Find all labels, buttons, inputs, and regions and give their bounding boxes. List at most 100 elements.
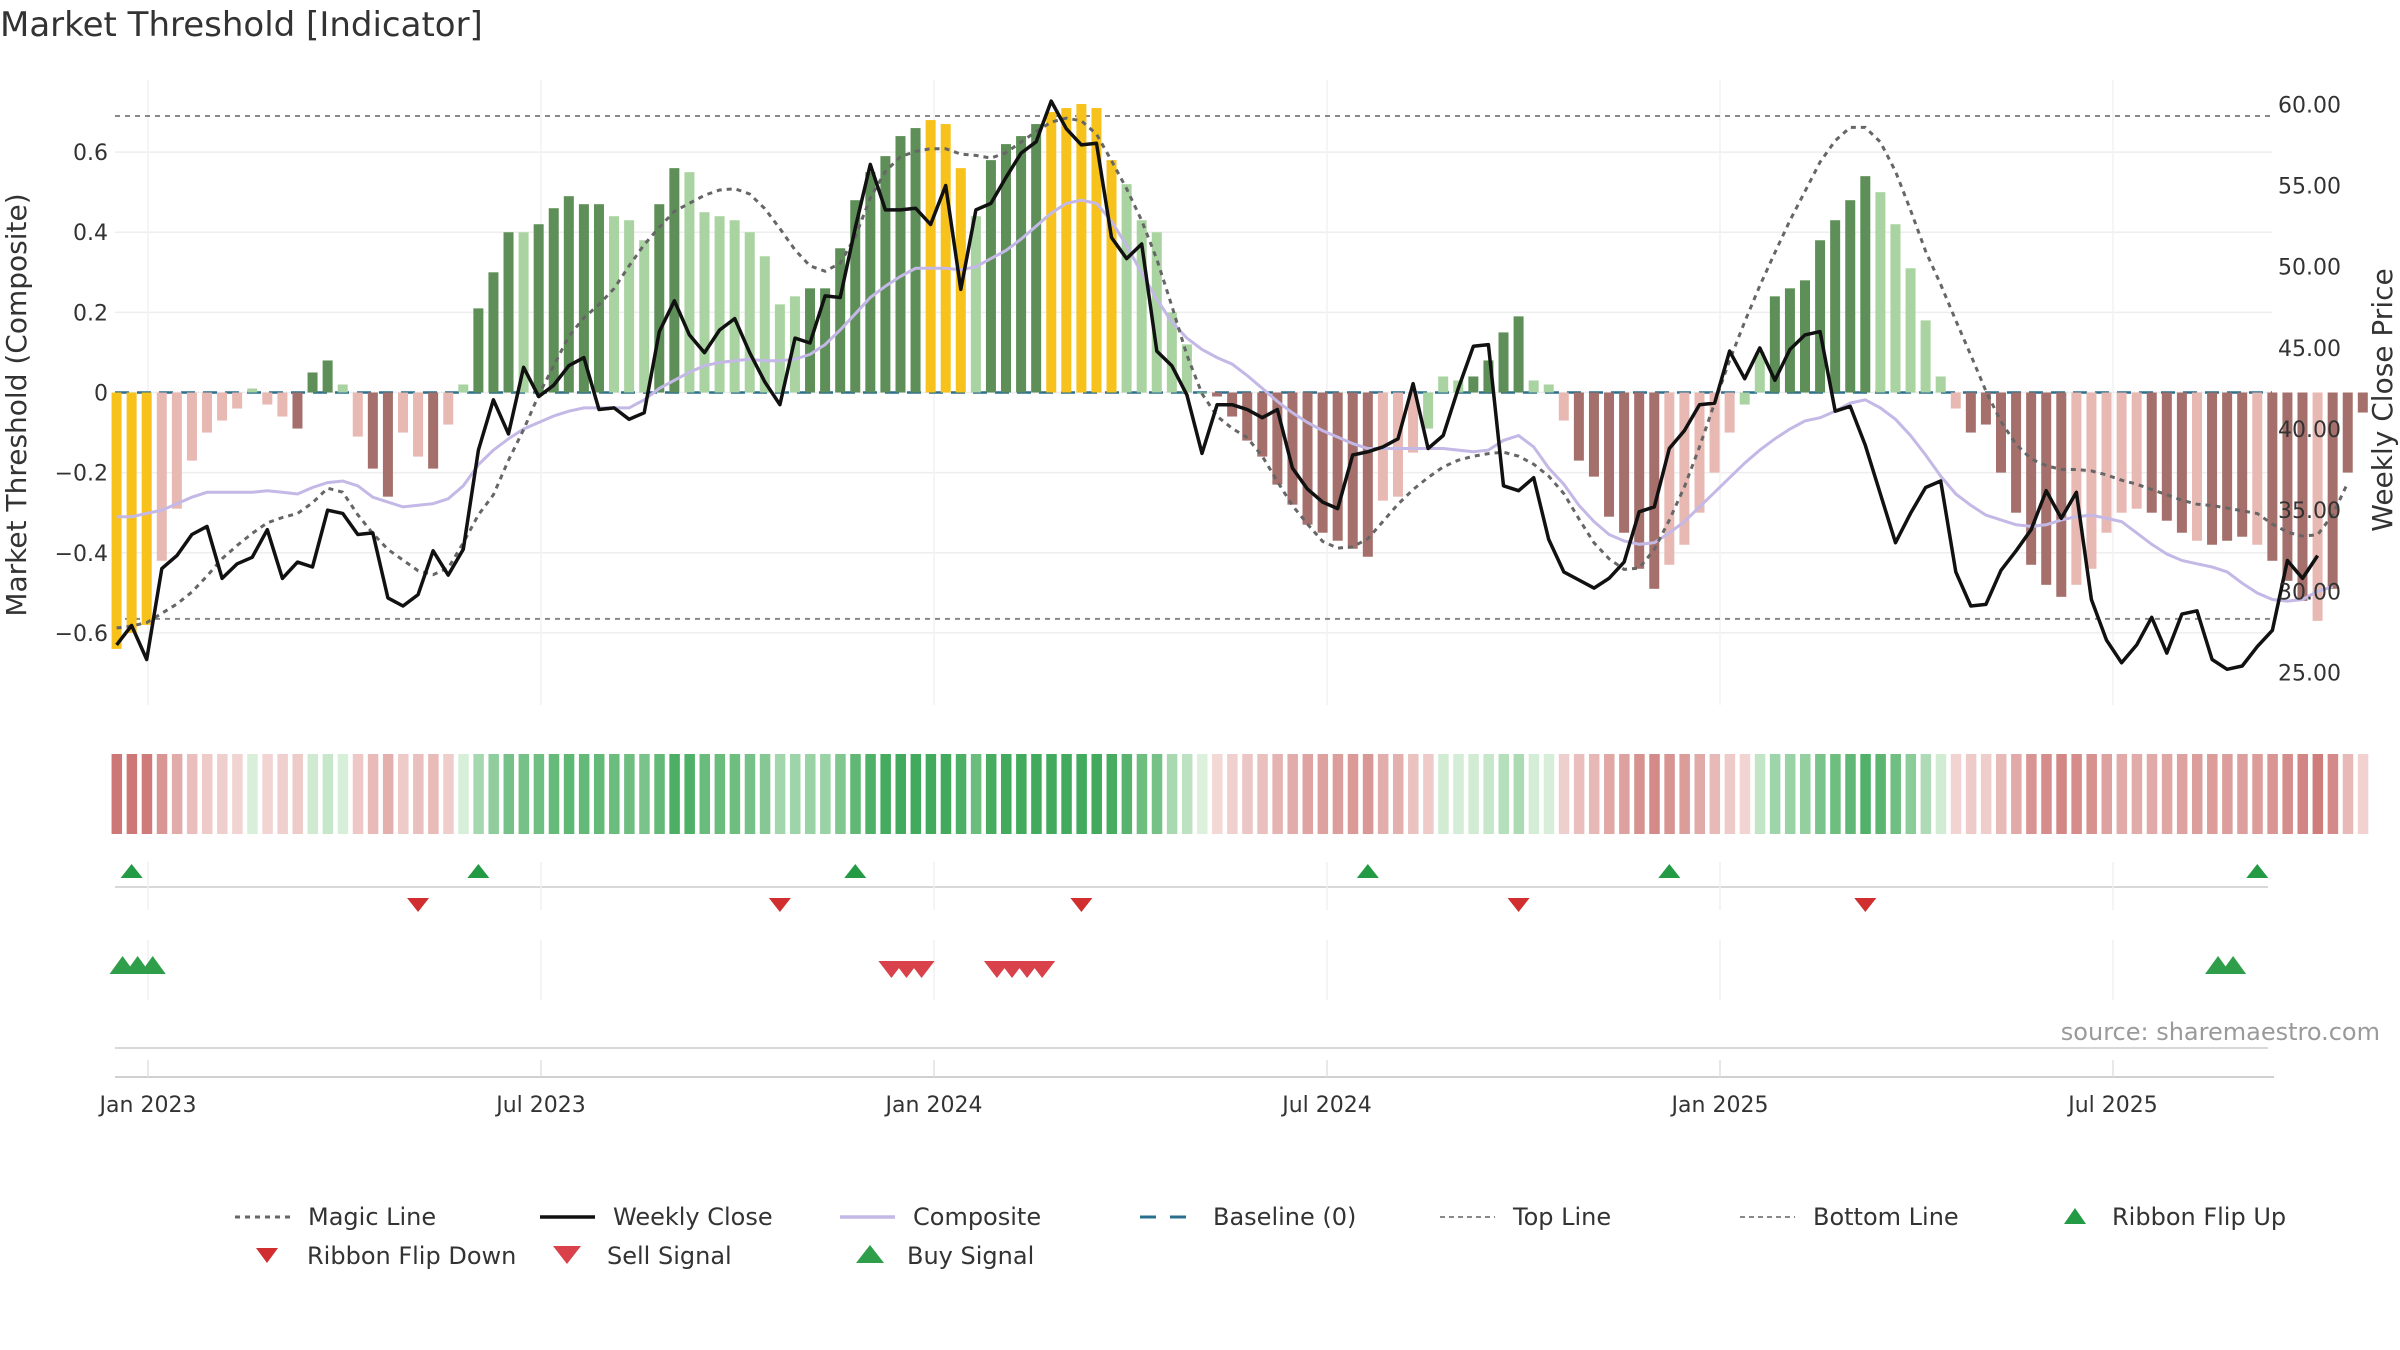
composite-bar: [2101, 392, 2112, 533]
ribbon-cell: [202, 754, 213, 834]
left-tick-label: 0.2: [73, 301, 108, 326]
composite-bar: [2086, 392, 2097, 569]
ribbon-cell: [1272, 754, 1283, 834]
composite-bar: [1649, 392, 1660, 589]
ribbon-cell: [639, 754, 650, 834]
ribbon-cell: [1076, 754, 1087, 834]
ribbon-cell: [1257, 754, 1268, 834]
ribbon-cell: [910, 754, 922, 834]
ribbon-cell: [1287, 754, 1298, 834]
ribbon-flip-up-marker: [844, 864, 867, 878]
ribbon-cell: [1543, 754, 1555, 834]
ribbon-cell: [1212, 754, 1223, 834]
composite-bar: [337, 384, 348, 393]
composite-bar: [202, 392, 213, 433]
composite-bar: [624, 220, 635, 393]
composite-bar: [699, 212, 710, 393]
ribbon-cell: [1769, 754, 1781, 834]
composite-bar: [217, 392, 228, 421]
ribbon-cell: [1875, 754, 1886, 834]
ribbon-cell: [774, 754, 786, 834]
x-tick-label: Jul 2024: [1280, 1093, 1372, 1118]
composite-bar: [1995, 392, 2006, 473]
composite-bar: [1287, 392, 1298, 505]
composite-bar: [1709, 392, 1720, 473]
composite-bar: [503, 232, 514, 393]
composite-bar: [186, 392, 197, 461]
composite-bar: [1257, 392, 1268, 457]
composite-bar: [1875, 192, 1886, 393]
ribbon-cell: [2222, 754, 2233, 834]
ribbon-cell: [1242, 754, 1253, 834]
ribbon-cell: [262, 754, 273, 834]
composite-bar: [1905, 268, 1916, 393]
ribbon-cell: [1166, 754, 1178, 834]
right-axis: 60.00 55.00 50.00 45.00 40.00 35.00 30.00 25.00: [2278, 93, 2341, 686]
left-tick-label: 0.6: [73, 141, 108, 166]
ribbon-cell: [1619, 754, 1630, 834]
ribbon-cell: [2071, 754, 2082, 834]
ribbon-flip-up-marker: [1356, 864, 1379, 878]
composite-bar: [850, 200, 861, 393]
ribbon-cell: [1483, 754, 1494, 834]
composite-bar: [1769, 296, 1780, 393]
composite-bar: [1272, 392, 1283, 485]
composite-bar: [714, 216, 725, 393]
ribbon-cell: [1995, 754, 2007, 834]
composite-bar: [2252, 392, 2263, 545]
right-tick-label: 50.00: [2278, 256, 2341, 281]
composite-bar: [880, 156, 891, 393]
legend-item: Sell Signal: [553, 1242, 732, 1270]
ribbon-cell: [2282, 754, 2293, 834]
ribbon-cell: [2207, 754, 2218, 834]
composite-bar: [262, 392, 273, 405]
ribbon-cell: [503, 754, 515, 834]
legend-label: Top Line: [1512, 1203, 1611, 1231]
ribbon-flip-up-marker: [120, 864, 143, 878]
ribbon-cell: [2327, 754, 2339, 834]
composite-bar: [443, 392, 454, 425]
ribbon-cell: [1392, 754, 1404, 834]
ribbon-flip-up-marker: [467, 864, 490, 878]
composite-bar: [1604, 392, 1615, 517]
legend-label: Bottom Line: [1813, 1203, 1959, 1231]
threshold-lines: [115, 115, 2272, 620]
ribbon-strip: [111, 754, 2369, 834]
right-tick-label: 45.00: [2278, 337, 2341, 362]
composite-bar: [171, 392, 182, 509]
ribbon-cell: [413, 754, 424, 834]
ribbon-cell: [2041, 754, 2052, 834]
ribbon-cell: [533, 754, 545, 834]
composite-bar: [1558, 392, 1569, 421]
ribbon-cell: [850, 754, 861, 834]
left-tick-label: −0.6: [55, 622, 108, 647]
ribbon-cell: [970, 754, 982, 834]
composite-bar: [1588, 392, 1599, 477]
composite-bar: [1362, 392, 1373, 557]
ribbon-cell: [1664, 754, 1675, 834]
ribbon-cell: [126, 754, 138, 834]
composite-bar: [2237, 392, 2248, 537]
composite-bar: [1634, 392, 1645, 569]
signal-markers: [109, 940, 2268, 1049]
ribbon-cell: [563, 754, 575, 834]
ribbon-cell: [1830, 754, 1841, 834]
ribbon-cell: [1724, 754, 1736, 834]
composite-bar: [1392, 392, 1403, 497]
left-tick-label: 0: [94, 382, 108, 407]
composite-bar: [1935, 376, 1946, 393]
composite-bar: [2116, 392, 2127, 513]
composite-bar: [985, 160, 996, 393]
ribbon-cell: [654, 754, 665, 834]
legend: Magic Line Weekly Close Composite Baseline …: [235, 1203, 2286, 1270]
ribbon-cell: [1965, 754, 1977, 834]
ribbon-cell: [1453, 754, 1464, 834]
composite-bar: [1016, 136, 1027, 393]
legend-item: Magic Line: [235, 1203, 436, 1231]
legend-label: Sell Signal: [607, 1242, 732, 1270]
ribbon-cell: [744, 754, 756, 834]
ribbon-cell: [955, 754, 967, 834]
ribbon-cell: [2191, 754, 2203, 834]
composite-bar: [2357, 392, 2368, 413]
composite-bar: [1498, 332, 1509, 393]
